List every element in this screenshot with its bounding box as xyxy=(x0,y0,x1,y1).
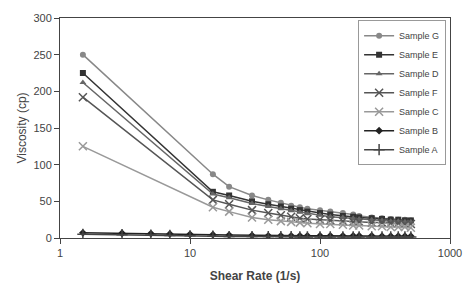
svg-text:0: 0 xyxy=(46,232,52,244)
svg-text:50: 50 xyxy=(40,195,52,207)
svg-text:Shear Rate (1/s): Shear Rate (1/s) xyxy=(210,269,301,283)
svg-text:Sample G: Sample G xyxy=(399,31,439,41)
svg-text:Sample C: Sample C xyxy=(399,107,439,117)
svg-text:10: 10 xyxy=(184,247,196,259)
svg-text:150: 150 xyxy=(33,122,51,134)
svg-text:100: 100 xyxy=(311,247,329,259)
svg-text:200: 200 xyxy=(33,85,51,97)
svg-text:Sample E: Sample E xyxy=(399,50,438,60)
svg-text:1000: 1000 xyxy=(438,247,462,259)
svg-text:Sample D: Sample D xyxy=(399,69,439,79)
svg-text:300: 300 xyxy=(33,12,51,24)
svg-text:250: 250 xyxy=(33,49,51,61)
svg-text:Sample F: Sample F xyxy=(399,88,438,98)
svg-text:Sample B: Sample B xyxy=(399,126,438,136)
svg-text:1: 1 xyxy=(57,247,63,259)
svg-text:100: 100 xyxy=(33,159,51,171)
svg-text:Sample A: Sample A xyxy=(399,145,438,155)
svg-text:Viscosity (cp): Viscosity (cp) xyxy=(15,92,29,163)
